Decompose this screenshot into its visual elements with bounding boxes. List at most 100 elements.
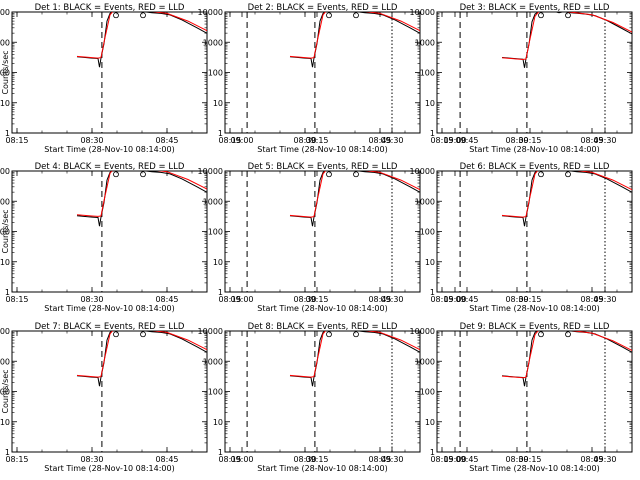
saturation-marker xyxy=(538,171,544,178)
plot-title: Det 2: BLACK = Events, RED = LLD xyxy=(248,3,398,13)
saturation-marker xyxy=(538,331,544,338)
detector-panel-9: Det 9: BLACK = Events, RED = LLD 1 10 100 10… xyxy=(410,322,633,473)
y-tick-label: 10000 xyxy=(0,327,10,336)
series-black-events xyxy=(501,331,632,387)
x-tick-label: 08:15 xyxy=(430,295,453,304)
x-axis-label: Start Time (28-Nov-10 08:14:00) xyxy=(257,145,387,154)
x-axis-label: Start Time (28-Nov-10 08:14:00) xyxy=(44,145,174,154)
series-red-lld xyxy=(501,171,632,218)
x-tick-label: 09:00 xyxy=(443,295,466,304)
y-tick-label: 10000 xyxy=(198,167,223,176)
x-axis-label: Start Time (28-Nov-10 08:14:00) xyxy=(469,145,599,154)
y-tick-label: 100 xyxy=(208,388,223,397)
plot-frame xyxy=(436,11,633,134)
y-tick-label: 1000 xyxy=(203,197,223,206)
x-tick-label: 09:15 xyxy=(305,136,328,145)
y-tick-label: 10 xyxy=(213,258,223,267)
x-tick-label: 09:30 xyxy=(380,136,403,145)
detector-panel-1: Det 1: BLACK = Events, RED = LLD11010010… xyxy=(0,3,479,154)
x-axis-label: Start Time (28-Nov-10 08:14:00) xyxy=(469,464,599,473)
saturation-marker xyxy=(113,12,119,19)
x-tick-label: 08:15 xyxy=(218,295,241,304)
saturation-marker xyxy=(326,12,332,19)
detector-panel-6: Det 6: BLACK = Events, RED = LLD 1 10 100 10… xyxy=(410,162,633,313)
series-black-events xyxy=(289,331,420,387)
x-tick-label: 08:30 xyxy=(505,455,528,464)
plot-frame xyxy=(224,11,421,134)
y-tick-label: 1 xyxy=(430,288,435,297)
y-tick-label: 1000 xyxy=(203,38,223,47)
x-tick-label: 08:30 xyxy=(293,136,316,145)
series-red-lld xyxy=(289,331,420,378)
x-tick-label: 09:30 xyxy=(593,455,616,464)
y-tick-label: 1000 xyxy=(415,197,435,206)
y-tick-label: 10 xyxy=(213,418,223,427)
saturation-marker xyxy=(538,12,544,19)
plot-frame xyxy=(436,330,633,453)
y-tick-label: 100 xyxy=(0,388,10,397)
series-group xyxy=(501,12,632,68)
x-tick-label: 08:15 xyxy=(5,455,28,464)
x-axis-label: Start Time (28-Nov-10 08:14:00) xyxy=(44,304,174,313)
y-tick-label: 1 xyxy=(218,448,223,457)
saturation-marker xyxy=(326,171,332,178)
series-black-events xyxy=(76,171,207,227)
x-tick-label: 09:45 xyxy=(455,136,478,145)
x-tick-label: 08:15 xyxy=(218,136,241,145)
x-tick-label: 09:30 xyxy=(593,136,616,145)
y-tick-label: 100 xyxy=(208,228,223,237)
y-tick-label: 10000 xyxy=(0,167,10,176)
y-tick-label: 100 xyxy=(420,228,435,237)
x-tick-label: 09:45 xyxy=(455,455,478,464)
x-tick-label: 09:30 xyxy=(593,295,616,304)
series-red-lld xyxy=(501,331,632,379)
y-tick-label: 100 xyxy=(208,69,223,78)
x-tick-label: 08:30 xyxy=(505,136,528,145)
y-tick-label: 10000 xyxy=(410,327,435,336)
y-tick-label: 10 xyxy=(0,99,10,108)
saturation-marker xyxy=(140,331,146,338)
series-black-events xyxy=(501,171,632,227)
x-tick-label: 08:45 xyxy=(368,136,391,145)
x-tick-label: 08:15 xyxy=(5,295,28,304)
x-tick-label: 09:15 xyxy=(518,136,541,145)
plot-frame xyxy=(11,170,208,293)
plot-title: Det 9: BLACK = Events, RED = LLD xyxy=(460,322,610,332)
x-tick-label: 08:45 xyxy=(155,295,178,304)
series-group xyxy=(76,171,207,227)
plot-title: Det 6: BLACK = Events, RED = LLD xyxy=(460,162,610,172)
plot-title: Det 5: BLACK = Events, RED = LLD xyxy=(248,162,398,172)
x-tick-label: 08:30 xyxy=(80,455,103,464)
series-red-lld xyxy=(76,12,207,59)
series-group xyxy=(76,12,207,68)
x-tick-label: 08:30 xyxy=(80,295,103,304)
x-tick-label: 09:15 xyxy=(518,295,541,304)
y-tick-label: 10000 xyxy=(410,167,435,176)
plot-frame xyxy=(224,170,421,293)
y-tick-label: 10000 xyxy=(0,8,10,17)
series-black-events xyxy=(76,12,207,68)
y-tick-label: 1 xyxy=(218,288,223,297)
y-tick-label: 100 xyxy=(420,69,435,78)
saturation-marker xyxy=(326,331,332,338)
x-tick-label: 08:15 xyxy=(5,136,28,145)
y-tick-label: 10 xyxy=(425,258,435,267)
x-tick-label: 08:15 xyxy=(430,136,453,145)
plot-frame xyxy=(11,11,208,134)
y-tick-label: 100 xyxy=(0,228,10,237)
y-tick-label: 10 xyxy=(0,418,10,427)
plot-frame xyxy=(11,330,208,453)
saturation-marker xyxy=(565,171,571,178)
series-red-lld xyxy=(501,12,632,61)
x-tick-label: 08:45 xyxy=(155,136,178,145)
plot-frame xyxy=(436,170,633,293)
detector-panel-5: Det 5: BLACK = Events, RED = LLD11010010… xyxy=(198,162,617,313)
series-group xyxy=(76,331,207,387)
saturation-marker xyxy=(353,331,359,338)
series-group xyxy=(501,171,632,227)
y-tick-label: 1000 xyxy=(415,38,435,47)
y-tick-label: 1 xyxy=(5,288,10,297)
x-tick-label: 08:45 xyxy=(580,295,603,304)
